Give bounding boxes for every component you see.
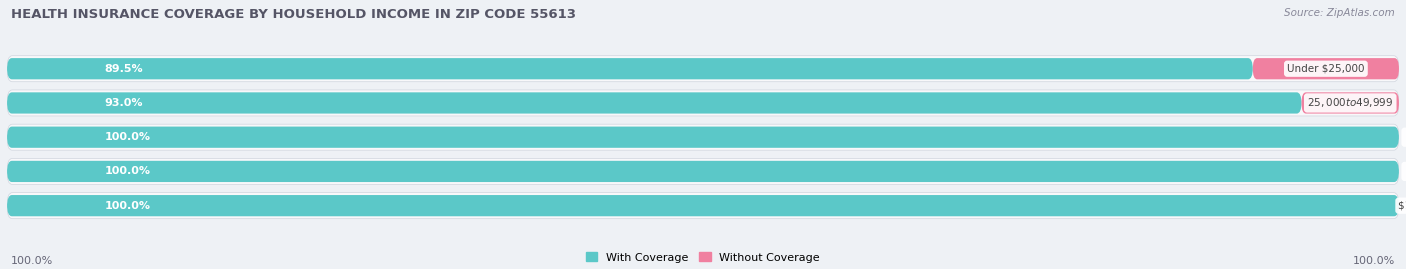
Text: 93.0%: 93.0%	[104, 98, 143, 108]
FancyBboxPatch shape	[7, 58, 1253, 79]
Text: Source: ZipAtlas.com: Source: ZipAtlas.com	[1284, 8, 1395, 18]
Text: $100,000 and over: $100,000 and over	[1399, 201, 1406, 211]
FancyBboxPatch shape	[7, 158, 1399, 185]
FancyBboxPatch shape	[7, 124, 1399, 150]
Text: 100.0%: 100.0%	[104, 132, 150, 142]
FancyBboxPatch shape	[7, 56, 1399, 82]
FancyBboxPatch shape	[7, 127, 1399, 148]
FancyBboxPatch shape	[7, 92, 1302, 114]
FancyBboxPatch shape	[1399, 195, 1406, 216]
Text: Under $25,000: Under $25,000	[1286, 64, 1365, 74]
Text: HEALTH INSURANCE COVERAGE BY HOUSEHOLD INCOME IN ZIP CODE 55613: HEALTH INSURANCE COVERAGE BY HOUSEHOLD I…	[11, 8, 576, 21]
Text: 100.0%: 100.0%	[104, 167, 150, 176]
FancyBboxPatch shape	[1302, 92, 1399, 114]
Text: 100.0%: 100.0%	[1353, 256, 1395, 266]
Text: $50,000 to $74,999: $50,000 to $74,999	[1405, 131, 1406, 144]
Text: 89.5%: 89.5%	[104, 64, 143, 74]
FancyBboxPatch shape	[7, 193, 1399, 219]
FancyBboxPatch shape	[7, 195, 1399, 216]
Legend: With Coverage, Without Coverage: With Coverage, Without Coverage	[582, 248, 824, 267]
FancyBboxPatch shape	[1399, 127, 1406, 148]
FancyBboxPatch shape	[7, 90, 1399, 116]
FancyBboxPatch shape	[1253, 58, 1399, 79]
Text: 100.0%: 100.0%	[11, 256, 53, 266]
FancyBboxPatch shape	[1399, 161, 1406, 182]
Text: $25,000 to $49,999: $25,000 to $49,999	[1308, 97, 1393, 109]
Text: 100.0%: 100.0%	[104, 201, 150, 211]
Text: $75,000 to $99,999: $75,000 to $99,999	[1405, 165, 1406, 178]
FancyBboxPatch shape	[7, 161, 1399, 182]
